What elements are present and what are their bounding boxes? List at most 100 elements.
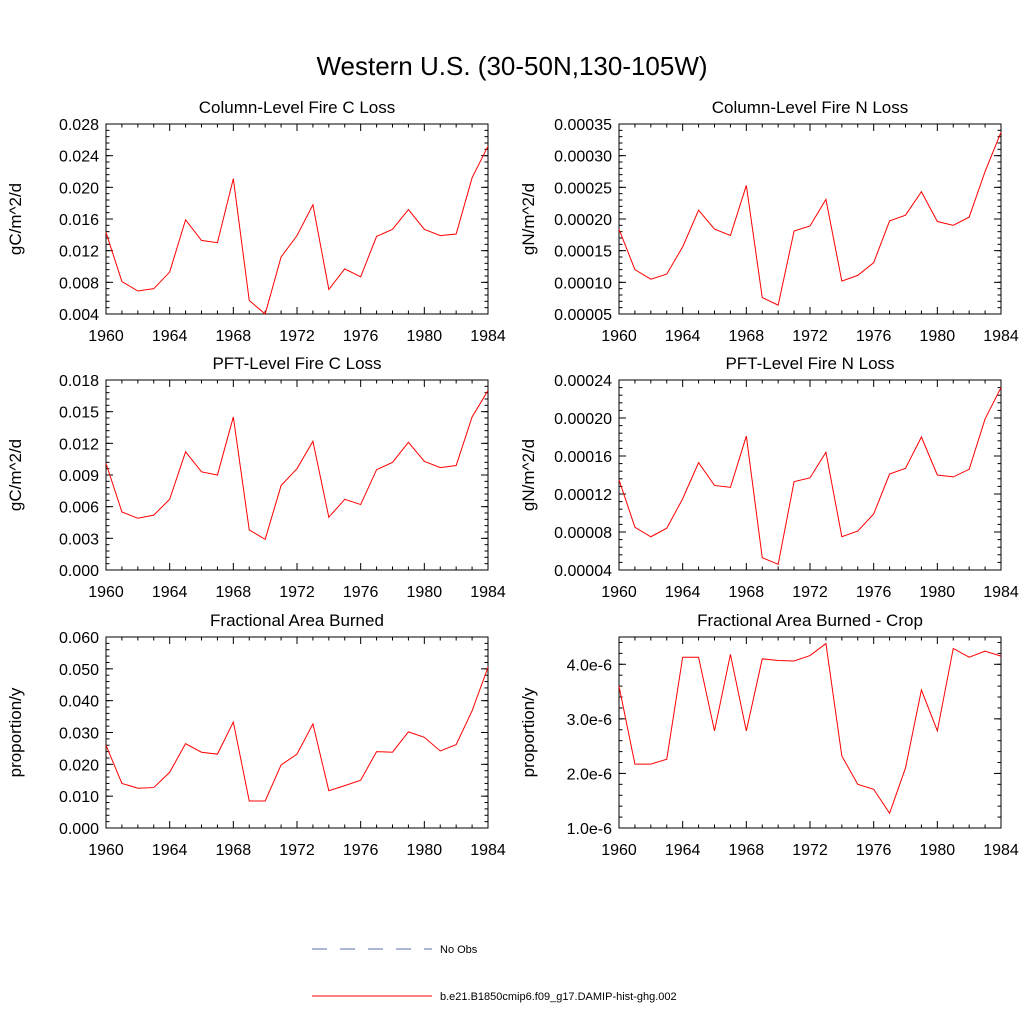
x-tick-label: 1964	[152, 842, 188, 859]
y-tick-label: 0.060	[59, 630, 99, 647]
x-tick-label: 1976	[343, 584, 379, 601]
y-tick-label: 0.00010	[554, 275, 612, 292]
y-tick-label: 0.020	[59, 757, 99, 774]
x-tick-label: 1968	[216, 584, 252, 601]
y-tick-label: 0.015	[59, 405, 99, 422]
y-tick-label: 0.000	[59, 563, 99, 580]
y-tick-label: 0.00016	[554, 449, 612, 466]
y-tick-label: 0.028	[59, 117, 99, 134]
x-tick-label: 1980	[407, 842, 443, 859]
y-tick-label: 0.004	[59, 307, 99, 324]
series-line	[618, 132, 1002, 306]
y-axis-label: gN/m^2/d	[519, 439, 538, 511]
y-axis-label: gC/m^2/d	[6, 183, 25, 255]
y-tick-label: 0.030	[59, 726, 99, 743]
chart-panel: 1960 1964 1968 1972 1976 1980 1984 0.00005 0.000…	[519, 98, 1019, 345]
y-tick-label: 0.018	[59, 373, 99, 390]
y-tick-label: 0.016	[59, 212, 99, 229]
panel-title: Column-Level Fire N Loss	[712, 98, 909, 117]
x-tick-label: 1984	[470, 328, 506, 345]
x-tick-label: 1968	[216, 328, 252, 345]
y-tick-label: 0.00004	[554, 563, 612, 580]
x-tick-label: 1984	[983, 842, 1019, 859]
x-tick-label: 1960	[88, 584, 124, 601]
x-tick-label: 1980	[920, 842, 956, 859]
y-axis-label: gC/m^2/d	[6, 439, 25, 511]
series-line	[618, 387, 1002, 565]
x-tick-label: 1980	[920, 584, 956, 601]
y-axis-label: proportion/y	[519, 687, 538, 777]
plot-frame	[105, 123, 489, 315]
y-tick-label: 0.003	[59, 531, 99, 548]
y-tick-label: 0.00015	[554, 244, 612, 261]
y-tick-label: 0.00024	[554, 373, 612, 390]
plot-frame	[618, 379, 1002, 571]
chart-panels: 1960 1964 1968 1972 1976 1980 1984 0.004 0.008 0.…	[6, 98, 1019, 859]
x-tick-label: 1984	[470, 584, 506, 601]
x-tick-label: 1976	[343, 328, 379, 345]
x-tick-label: 1964	[665, 328, 701, 345]
x-tick-label: 1976	[856, 328, 892, 345]
chart-panel: 1960 1964 1968 1972 1976 1980 1984 0.000 0.010 0.…	[6, 611, 506, 859]
x-tick-label: 1960	[601, 842, 637, 859]
legend: No Obs b.e21.B1850cmip6.f09_g17.DAMIP-hi…	[312, 944, 677, 1003]
x-tick-label: 1972	[792, 842, 828, 859]
x-tick-label: 1960	[88, 842, 124, 859]
x-tick-label: 1980	[407, 328, 443, 345]
y-tick-label: 4.0e-6	[567, 657, 612, 674]
plot-frame	[618, 123, 1002, 315]
x-tick-label: 1968	[729, 328, 765, 345]
y-tick-label: 0.006	[59, 500, 99, 517]
y-tick-label: 0.009	[59, 468, 99, 485]
series-line	[105, 390, 489, 541]
panel-title: Fractional Area Burned - Crop	[697, 611, 923, 630]
y-tick-label: 0.000	[59, 821, 99, 838]
x-tick-label: 1964	[665, 842, 701, 859]
x-tick-label: 1972	[279, 328, 315, 345]
x-tick-label: 1964	[665, 584, 701, 601]
x-tick-label: 1964	[152, 328, 188, 345]
y-tick-label: 0.024	[59, 149, 99, 166]
x-tick-label: 1972	[279, 584, 315, 601]
x-tick-label: 1980	[407, 584, 443, 601]
y-tick-label: 0.012	[59, 244, 99, 261]
x-tick-label: 1972	[792, 584, 828, 601]
chart-panel: 1960 1964 1968 1972 1976 1980 1984 0.004 0.008 0.…	[6, 98, 506, 345]
x-tick-label: 1968	[729, 842, 765, 859]
y-tick-label: 3.0e-6	[567, 712, 612, 729]
y-tick-label: 0.00012	[554, 487, 612, 504]
series-line	[105, 667, 489, 802]
x-tick-label: 1984	[983, 584, 1019, 601]
x-tick-label: 1984	[983, 328, 1019, 345]
y-tick-label: 1.0e-6	[567, 821, 612, 838]
x-tick-label: 1968	[216, 842, 252, 859]
y-tick-label: 0.012	[59, 436, 99, 453]
y-tick-label: 0.00025	[554, 180, 612, 197]
y-axis-label: gN/m^2/d	[519, 183, 538, 255]
legend-obs-label: No Obs	[440, 944, 478, 956]
x-tick-label: 1972	[792, 328, 828, 345]
figure-title: Western U.S. (30-50N,130-105W)	[316, 51, 707, 81]
series-line	[105, 145, 489, 315]
y-tick-label: 0.00005	[554, 307, 612, 324]
series-line	[618, 642, 1002, 815]
x-tick-label: 1984	[470, 842, 506, 859]
y-tick-label: 0.040	[59, 694, 99, 711]
legend-model-label: b.e21.B1850cmip6.f09_g17.DAMIP-hist-ghg.…	[440, 991, 677, 1003]
y-tick-label: 2.0e-6	[567, 766, 612, 783]
x-tick-label: 1972	[279, 842, 315, 859]
plot-frame	[618, 636, 1002, 829]
x-tick-label: 1960	[88, 328, 124, 345]
chart-panel: 1960 1964 1968 1972 1976 1980 1984 0.00004 0.000…	[519, 354, 1019, 601]
y-axis-label: proportion/y	[6, 687, 25, 777]
y-tick-label: 0.010	[59, 789, 99, 806]
x-tick-label: 1976	[856, 584, 892, 601]
y-tick-label: 0.008	[59, 275, 99, 292]
y-tick-label: 0.00020	[554, 212, 612, 229]
chart-panel: 1960 1964 1968 1972 1976 1980 1984 0.000 0.003 0.…	[6, 354, 506, 601]
x-tick-label: 1960	[601, 584, 637, 601]
x-tick-label: 1976	[856, 842, 892, 859]
panel-title: Fractional Area Burned	[210, 611, 384, 630]
y-tick-label: 0.00008	[554, 525, 612, 542]
